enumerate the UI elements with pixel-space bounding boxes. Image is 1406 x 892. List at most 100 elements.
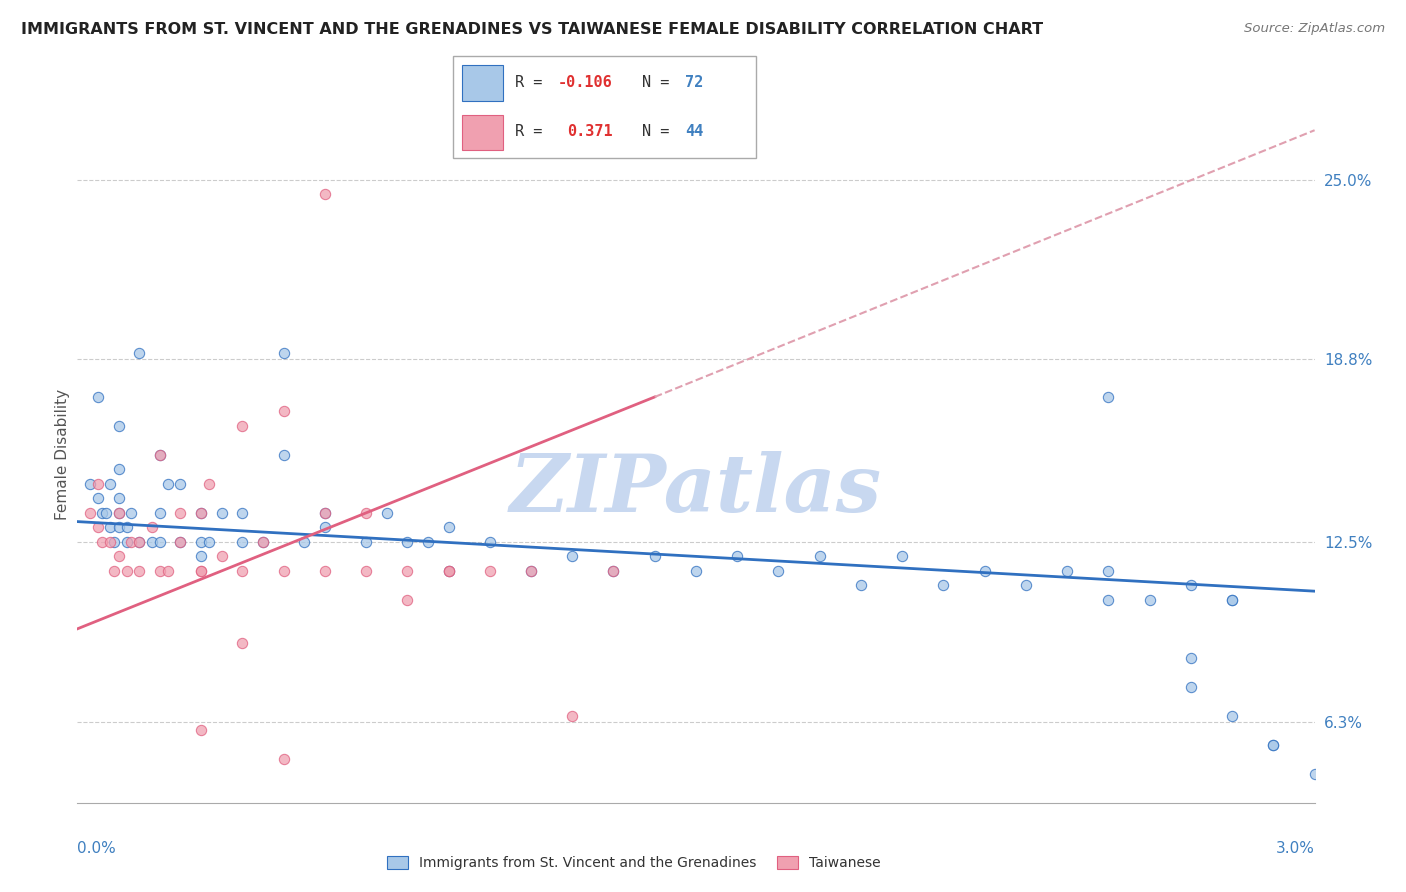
Point xyxy=(354,506,377,520)
Point xyxy=(1303,766,1326,781)
Point xyxy=(120,535,142,549)
Point xyxy=(231,636,253,650)
Point xyxy=(273,448,295,462)
Point xyxy=(478,564,501,578)
Point xyxy=(1263,738,1285,752)
Point xyxy=(561,549,583,564)
Point xyxy=(314,520,336,534)
Point xyxy=(169,535,191,549)
Point xyxy=(1180,651,1202,665)
Point xyxy=(128,535,150,549)
Point xyxy=(115,535,138,549)
Point xyxy=(973,564,995,578)
Point xyxy=(520,564,543,578)
Point xyxy=(157,477,180,491)
Point xyxy=(87,477,110,491)
Point xyxy=(91,506,114,520)
FancyBboxPatch shape xyxy=(463,114,502,150)
Point xyxy=(725,549,748,564)
Point xyxy=(91,535,114,549)
Point xyxy=(190,506,212,520)
Text: Source: ZipAtlas.com: Source: ZipAtlas.com xyxy=(1244,22,1385,36)
Point xyxy=(149,506,172,520)
Text: N =: N = xyxy=(641,124,678,138)
Point xyxy=(1263,738,1285,752)
Point xyxy=(231,506,253,520)
Point xyxy=(437,564,460,578)
Point xyxy=(1220,708,1243,723)
Point xyxy=(1097,564,1119,578)
Point xyxy=(96,506,118,520)
Y-axis label: Female Disability: Female Disability xyxy=(55,389,70,521)
Point xyxy=(416,535,439,549)
Point xyxy=(354,564,377,578)
Point xyxy=(252,535,274,549)
Point xyxy=(314,506,336,520)
Point xyxy=(314,564,336,578)
Point xyxy=(1097,593,1119,607)
Point xyxy=(169,477,191,491)
Point xyxy=(157,564,180,578)
Point xyxy=(87,520,110,534)
FancyBboxPatch shape xyxy=(463,65,502,101)
Point xyxy=(273,752,295,766)
Point xyxy=(396,564,419,578)
Point xyxy=(314,187,336,202)
Point xyxy=(891,549,914,564)
Point xyxy=(169,535,191,549)
Point xyxy=(103,535,125,549)
Point xyxy=(1056,564,1078,578)
Point xyxy=(79,506,101,520)
Point xyxy=(1015,578,1038,592)
Point xyxy=(273,564,295,578)
Legend: Immigrants from St. Vincent and the Grenadines, Taiwanese: Immigrants from St. Vincent and the Gren… xyxy=(381,850,887,876)
Point xyxy=(1220,593,1243,607)
Point xyxy=(768,564,790,578)
Point xyxy=(231,564,253,578)
Point xyxy=(231,535,253,549)
Point xyxy=(932,578,955,592)
Point xyxy=(149,535,172,549)
Point xyxy=(478,535,501,549)
Text: 44: 44 xyxy=(685,124,703,138)
Point xyxy=(273,404,295,418)
Point xyxy=(808,549,831,564)
Point xyxy=(149,448,172,462)
Point xyxy=(107,520,129,534)
Point xyxy=(396,535,419,549)
Text: IMMIGRANTS FROM ST. VINCENT AND THE GRENADINES VS TAIWANESE FEMALE DISABILITY CO: IMMIGRANTS FROM ST. VINCENT AND THE GREN… xyxy=(21,22,1043,37)
Point xyxy=(141,535,163,549)
Text: 3.0%: 3.0% xyxy=(1275,841,1315,856)
Point xyxy=(314,506,336,520)
Text: -0.106: -0.106 xyxy=(558,76,613,90)
Point xyxy=(437,520,460,534)
Point xyxy=(190,723,212,738)
Point xyxy=(128,564,150,578)
Point xyxy=(107,491,129,506)
Text: N =: N = xyxy=(641,76,678,90)
Point xyxy=(354,535,377,549)
Point xyxy=(149,564,172,578)
Point xyxy=(561,708,583,723)
Point xyxy=(190,535,212,549)
Point xyxy=(98,535,121,549)
Point xyxy=(141,520,163,534)
Point xyxy=(87,491,110,506)
Text: 0.371: 0.371 xyxy=(568,124,613,138)
Point xyxy=(602,564,624,578)
Point xyxy=(79,477,101,491)
Point xyxy=(211,506,233,520)
Point xyxy=(107,549,129,564)
Point xyxy=(115,564,138,578)
Point xyxy=(107,506,129,520)
Point xyxy=(190,506,212,520)
Text: 72: 72 xyxy=(685,76,703,90)
Point xyxy=(107,506,129,520)
Point xyxy=(644,549,666,564)
Point xyxy=(107,419,129,434)
Point xyxy=(149,448,172,462)
Point xyxy=(437,564,460,578)
Point xyxy=(1180,578,1202,592)
Point xyxy=(103,564,125,578)
Point xyxy=(190,564,212,578)
